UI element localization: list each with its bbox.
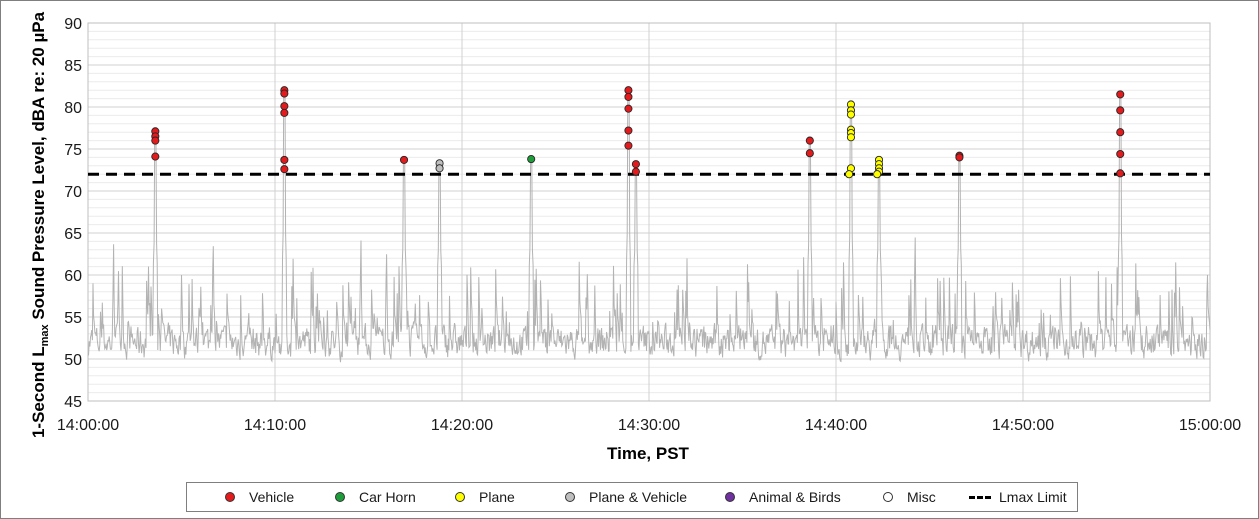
event-points [151,86,1125,179]
legend-label-plane: Plane [479,489,515,505]
legend-item-plane-vehicle: Plane & Vehicle [565,483,687,511]
y-tick-label: 60 [64,268,82,285]
y-tick-label: 80 [64,100,82,117]
y-tick-label: 75 [64,142,82,159]
y-tick-label: 70 [64,184,82,201]
point-vehicle [151,136,160,145]
y-tick-label: 85 [64,58,82,75]
point-car-horn [527,155,536,164]
x-tick-label: 14:50:00 [992,417,1054,434]
legend-marker-animal-birds [725,492,735,502]
legend-label-plane-vehicle: Plane & Vehicle [589,489,688,505]
point-vehicle [955,153,964,162]
legend-item-plane: Plane [455,483,515,511]
legend-item-lmax-limit: Lmax Limit [969,483,1067,511]
legend: Vehicle Car Horn Plane Plane & Vehicle A… [186,482,1078,512]
y-axis-title-part-2: Sound Pressure Level, dBA re: 20 µPa [29,11,48,324]
point-plane [846,133,856,142]
legend-item-car-horn: Car Horn [335,483,416,511]
point-vehicle [399,155,409,164]
legend-label-animal-birds: Animal & Birds [749,489,841,505]
x-tick-label: 15:00:00 [1179,417,1241,434]
point-vehicle [1116,90,1125,99]
legend-label-lmax-limit: Lmax Limit [999,489,1067,505]
point-vehicle [151,152,160,161]
point-plane-vehicle [435,164,444,173]
point-vehicle [624,86,633,95]
point-vehicle [280,102,289,111]
point-vehicle [280,165,289,174]
point-vehicle [1116,128,1125,137]
legend-marker-plane [455,492,465,502]
point-plane [846,110,856,119]
x-tick-label: 14:20:00 [431,417,493,434]
point-vehicle [624,126,633,135]
legend-dash-lmax-limit [969,495,991,499]
legend-marker-plane-vehicle [565,492,575,502]
x-axis-title: Time, PST [607,444,689,463]
background-trace [87,89,1211,363]
y-tick-labels: 45 50 55 60 65 70 75 80 85 90 [64,16,82,411]
x-tick-label: 14:30:00 [618,417,680,434]
legend-marker-misc [883,492,893,502]
point-vehicle [1116,149,1125,159]
point-vehicle [624,92,633,101]
y-tick-label: 90 [64,16,82,33]
y-tick-label: 45 [64,394,82,411]
background-series [87,89,1211,363]
point-vehicle [624,141,633,150]
y-tick-label: 50 [64,352,82,369]
legend-item-vehicle: Vehicle [225,483,294,511]
y-tick-label: 65 [64,226,82,243]
legend-label-vehicle: Vehicle [249,489,295,505]
legend-item-misc: Misc [883,483,936,511]
point-vehicle [1116,169,1125,178]
point-vehicle [631,160,640,169]
y-axis-title-subscript: max [39,324,51,347]
point-vehicle [280,89,289,98]
y-axis-title-part-1: 1-Second L [29,346,48,438]
point-vehicle [624,104,633,113]
legend-label-car-horn: Car Horn [359,489,416,505]
point-vehicle [1116,106,1125,115]
legend-label-misc: Misc [907,489,936,505]
legend-marker-car-horn [335,492,345,502]
y-tick-label: 55 [64,310,82,327]
point-vehicle [805,136,814,145]
x-tick-label: 14:40:00 [805,417,867,434]
plot-area-border [87,22,1211,402]
x-tick-label: 14:00:00 [57,417,119,434]
point-plane [873,170,882,179]
point-vehicle [805,149,814,158]
point-vehicle [280,108,289,117]
point-vehicle [280,155,289,164]
point-vehicle [631,167,640,176]
x-tick-labels: 14:00:00 14:10:00 14:20:00 14:30:00 14:40:00… [57,417,1241,434]
legend-marker-vehicle [225,492,235,502]
point-plane [845,170,854,179]
legend-item-animal-birds: Animal & Birds [725,483,841,511]
x-tick-label: 14:10:00 [244,417,306,434]
y-axis-title: 1-Second Lmax Sound Pressure Level, dBA … [29,11,51,438]
